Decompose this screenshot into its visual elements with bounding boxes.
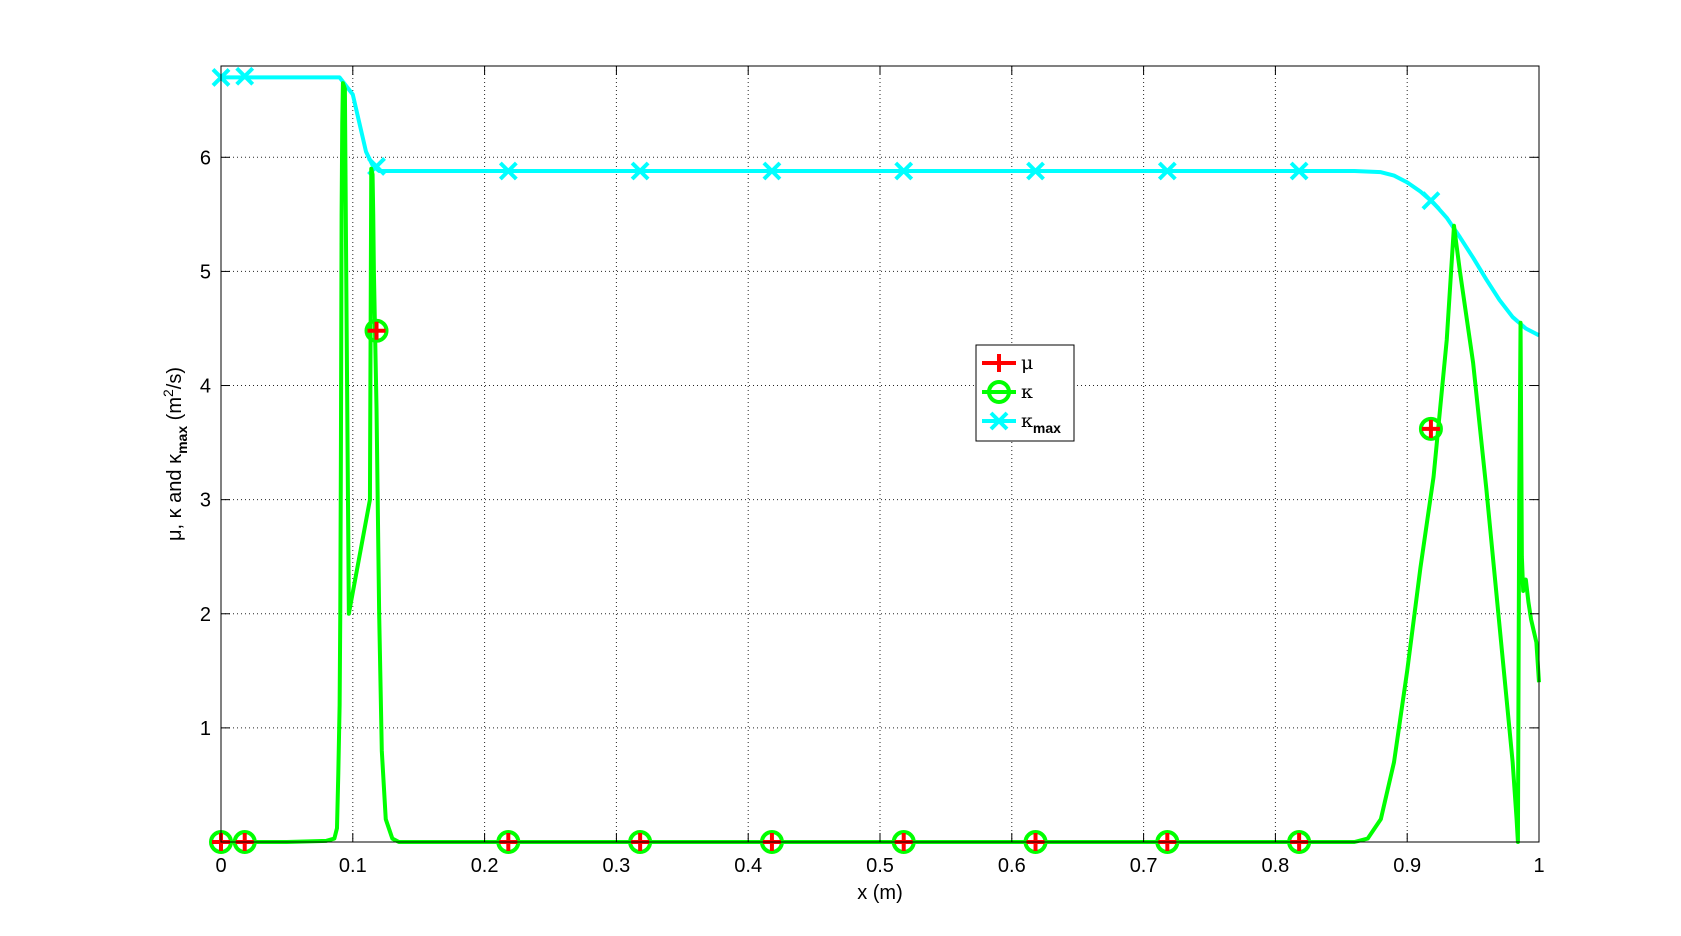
y-tick-label: 4: [200, 376, 211, 398]
kappa-max-point: [235, 66, 255, 86]
legend-label: κ: [1021, 381, 1033, 403]
legend-label: μ: [1021, 352, 1033, 374]
kappa-max-line: [221, 75, 1540, 338]
series-kappa-max: [211, 66, 1540, 338]
y-tick-label: 6: [200, 147, 211, 169]
kappa-max-point: [498, 161, 518, 181]
y-tick-label: 2: [200, 604, 211, 626]
x-tick-label: 1: [1533, 855, 1544, 877]
y-axis-label-sup: 2: [160, 389, 176, 397]
legend-items: μκ κmax: [982, 352, 1061, 436]
legend: μκ κmax: [975, 344, 1075, 442]
x-tick-label: 0.4: [734, 855, 762, 877]
x-tick-label: 0.7: [1130, 855, 1158, 877]
x-tick-label: 0.6: [998, 855, 1026, 877]
x-tick-label: 0.5: [866, 855, 894, 877]
legend-item: κ: [982, 380, 1033, 404]
mu-point: [1421, 419, 1440, 438]
legend-label: κmax: [1021, 410, 1061, 436]
kappa-max-point: [762, 161, 782, 181]
tick-layer: 0 0.1 0.2 0.3 0.4 0.5 0.6 0.7 0.8 0.9 1 1 2 3 4 5 6: [200, 66, 1545, 877]
legend-marker: [987, 380, 1011, 404]
kappa-max-point: [1289, 161, 1309, 181]
y-tick-label: 1: [200, 718, 211, 740]
kappa-point: [1418, 416, 1443, 441]
y-axis-label-unit-end: /s): [164, 367, 186, 389]
kappa-point: [364, 318, 389, 343]
x-tick-label: 0.2: [471, 855, 499, 877]
x-tick-label: 0.8: [1261, 855, 1289, 877]
x-tick-label: 0.1: [339, 855, 367, 877]
y-axis-label-main: μ, κ and κ: [164, 453, 186, 541]
x-tick-label: 0.3: [602, 855, 630, 877]
mu-point: [367, 321, 386, 340]
x-tick-label: 0: [215, 855, 226, 877]
x-tick-label: 0.9: [1393, 855, 1421, 877]
kappa-max-point: [1157, 161, 1177, 181]
legend-item: κmax: [982, 410, 1061, 436]
kappa-max-point: [1421, 191, 1441, 211]
x-axis-label: x (m): [857, 882, 903, 904]
grid-layer: [221, 66, 1539, 842]
kappa-max-point: [1026, 161, 1045, 181]
y-axis-label-unit: (m: [164, 397, 186, 426]
y-axis-label: μ, κ and κmax (m2/s): [160, 367, 190, 541]
y-tick-label: 5: [200, 261, 211, 283]
y-tick-label: 3: [200, 490, 211, 512]
legend-marker: [989, 411, 1009, 431]
kappa-max-point: [894, 161, 914, 181]
kappa-max-point: [630, 161, 650, 181]
plot-area: 0 0.1 0.2 0.3 0.4 0.5 0.6 0.7 0.8 0.9 1 1 2 3 4 5 6: [200, 65, 1545, 877]
legend-marker: [990, 354, 1008, 372]
y-axis-label-sub: max: [174, 426, 190, 454]
legend-item: μ: [982, 352, 1033, 374]
